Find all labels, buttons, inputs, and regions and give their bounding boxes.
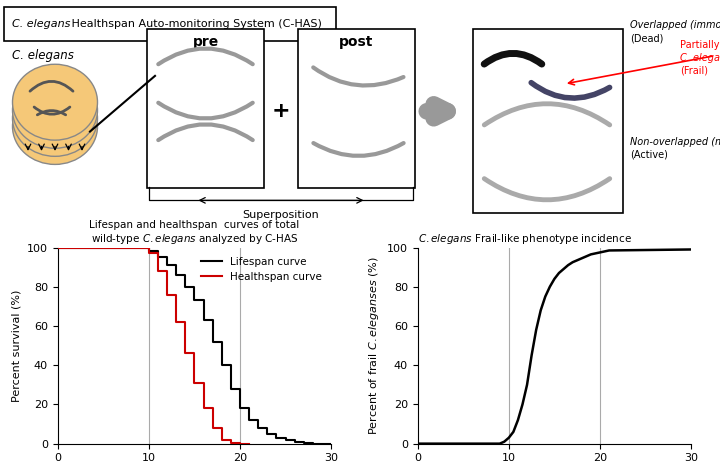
- Text: $\it{C. elegans}$ Frail-like phenotype incidence: $\it{C. elegans}$ Frail-like phenotype i…: [418, 232, 631, 246]
- FancyBboxPatch shape: [298, 29, 415, 188]
- Text: Partially overlapped: Partially overlapped: [680, 40, 720, 50]
- FancyBboxPatch shape: [4, 7, 336, 42]
- Text: Non-overlapped (mobile) C. elegans: Non-overlapped (mobile) C. elegans: [630, 137, 720, 147]
- Legend: Lifespan curve, Healthspan curve: Lifespan curve, Healthspan curve: [197, 253, 326, 286]
- Text: (Dead): (Dead): [630, 34, 663, 43]
- Title: Lifespan and healthspan  curves of total
wild-type $\it{C. elegans}$ analyzed by: Lifespan and healthspan curves of total …: [89, 220, 300, 246]
- Text: C. elegans: C. elegans: [12, 19, 71, 29]
- Text: pre: pre: [192, 35, 219, 50]
- Y-axis label: Percent of frail $\it{C. eleganses}$ (%): Percent of frail $\it{C. eleganses}$ (%): [367, 256, 382, 435]
- FancyBboxPatch shape: [147, 29, 264, 188]
- Text: +: +: [271, 101, 290, 121]
- Text: Superposition: Superposition: [243, 210, 320, 219]
- Text: (Frail): (Frail): [680, 66, 708, 76]
- Ellipse shape: [12, 80, 97, 156]
- Text: C. elegans: C. elegans: [12, 49, 74, 62]
- Y-axis label: Percent survival (%): Percent survival (%): [12, 290, 22, 402]
- Ellipse shape: [12, 64, 97, 140]
- Ellipse shape: [12, 89, 97, 164]
- Text: (Active): (Active): [630, 150, 668, 160]
- Ellipse shape: [12, 72, 97, 148]
- Text: post: post: [339, 35, 374, 50]
- Text: Healthspan Auto-monitoring System (C-HAS): Healthspan Auto-monitoring System (C-HAS…: [68, 19, 322, 29]
- Text: C. elegans: C. elegans: [680, 53, 720, 63]
- Text: Overlapped (immobile) C. elegans: Overlapped (immobile) C. elegans: [630, 20, 720, 30]
- FancyBboxPatch shape: [473, 29, 623, 213]
